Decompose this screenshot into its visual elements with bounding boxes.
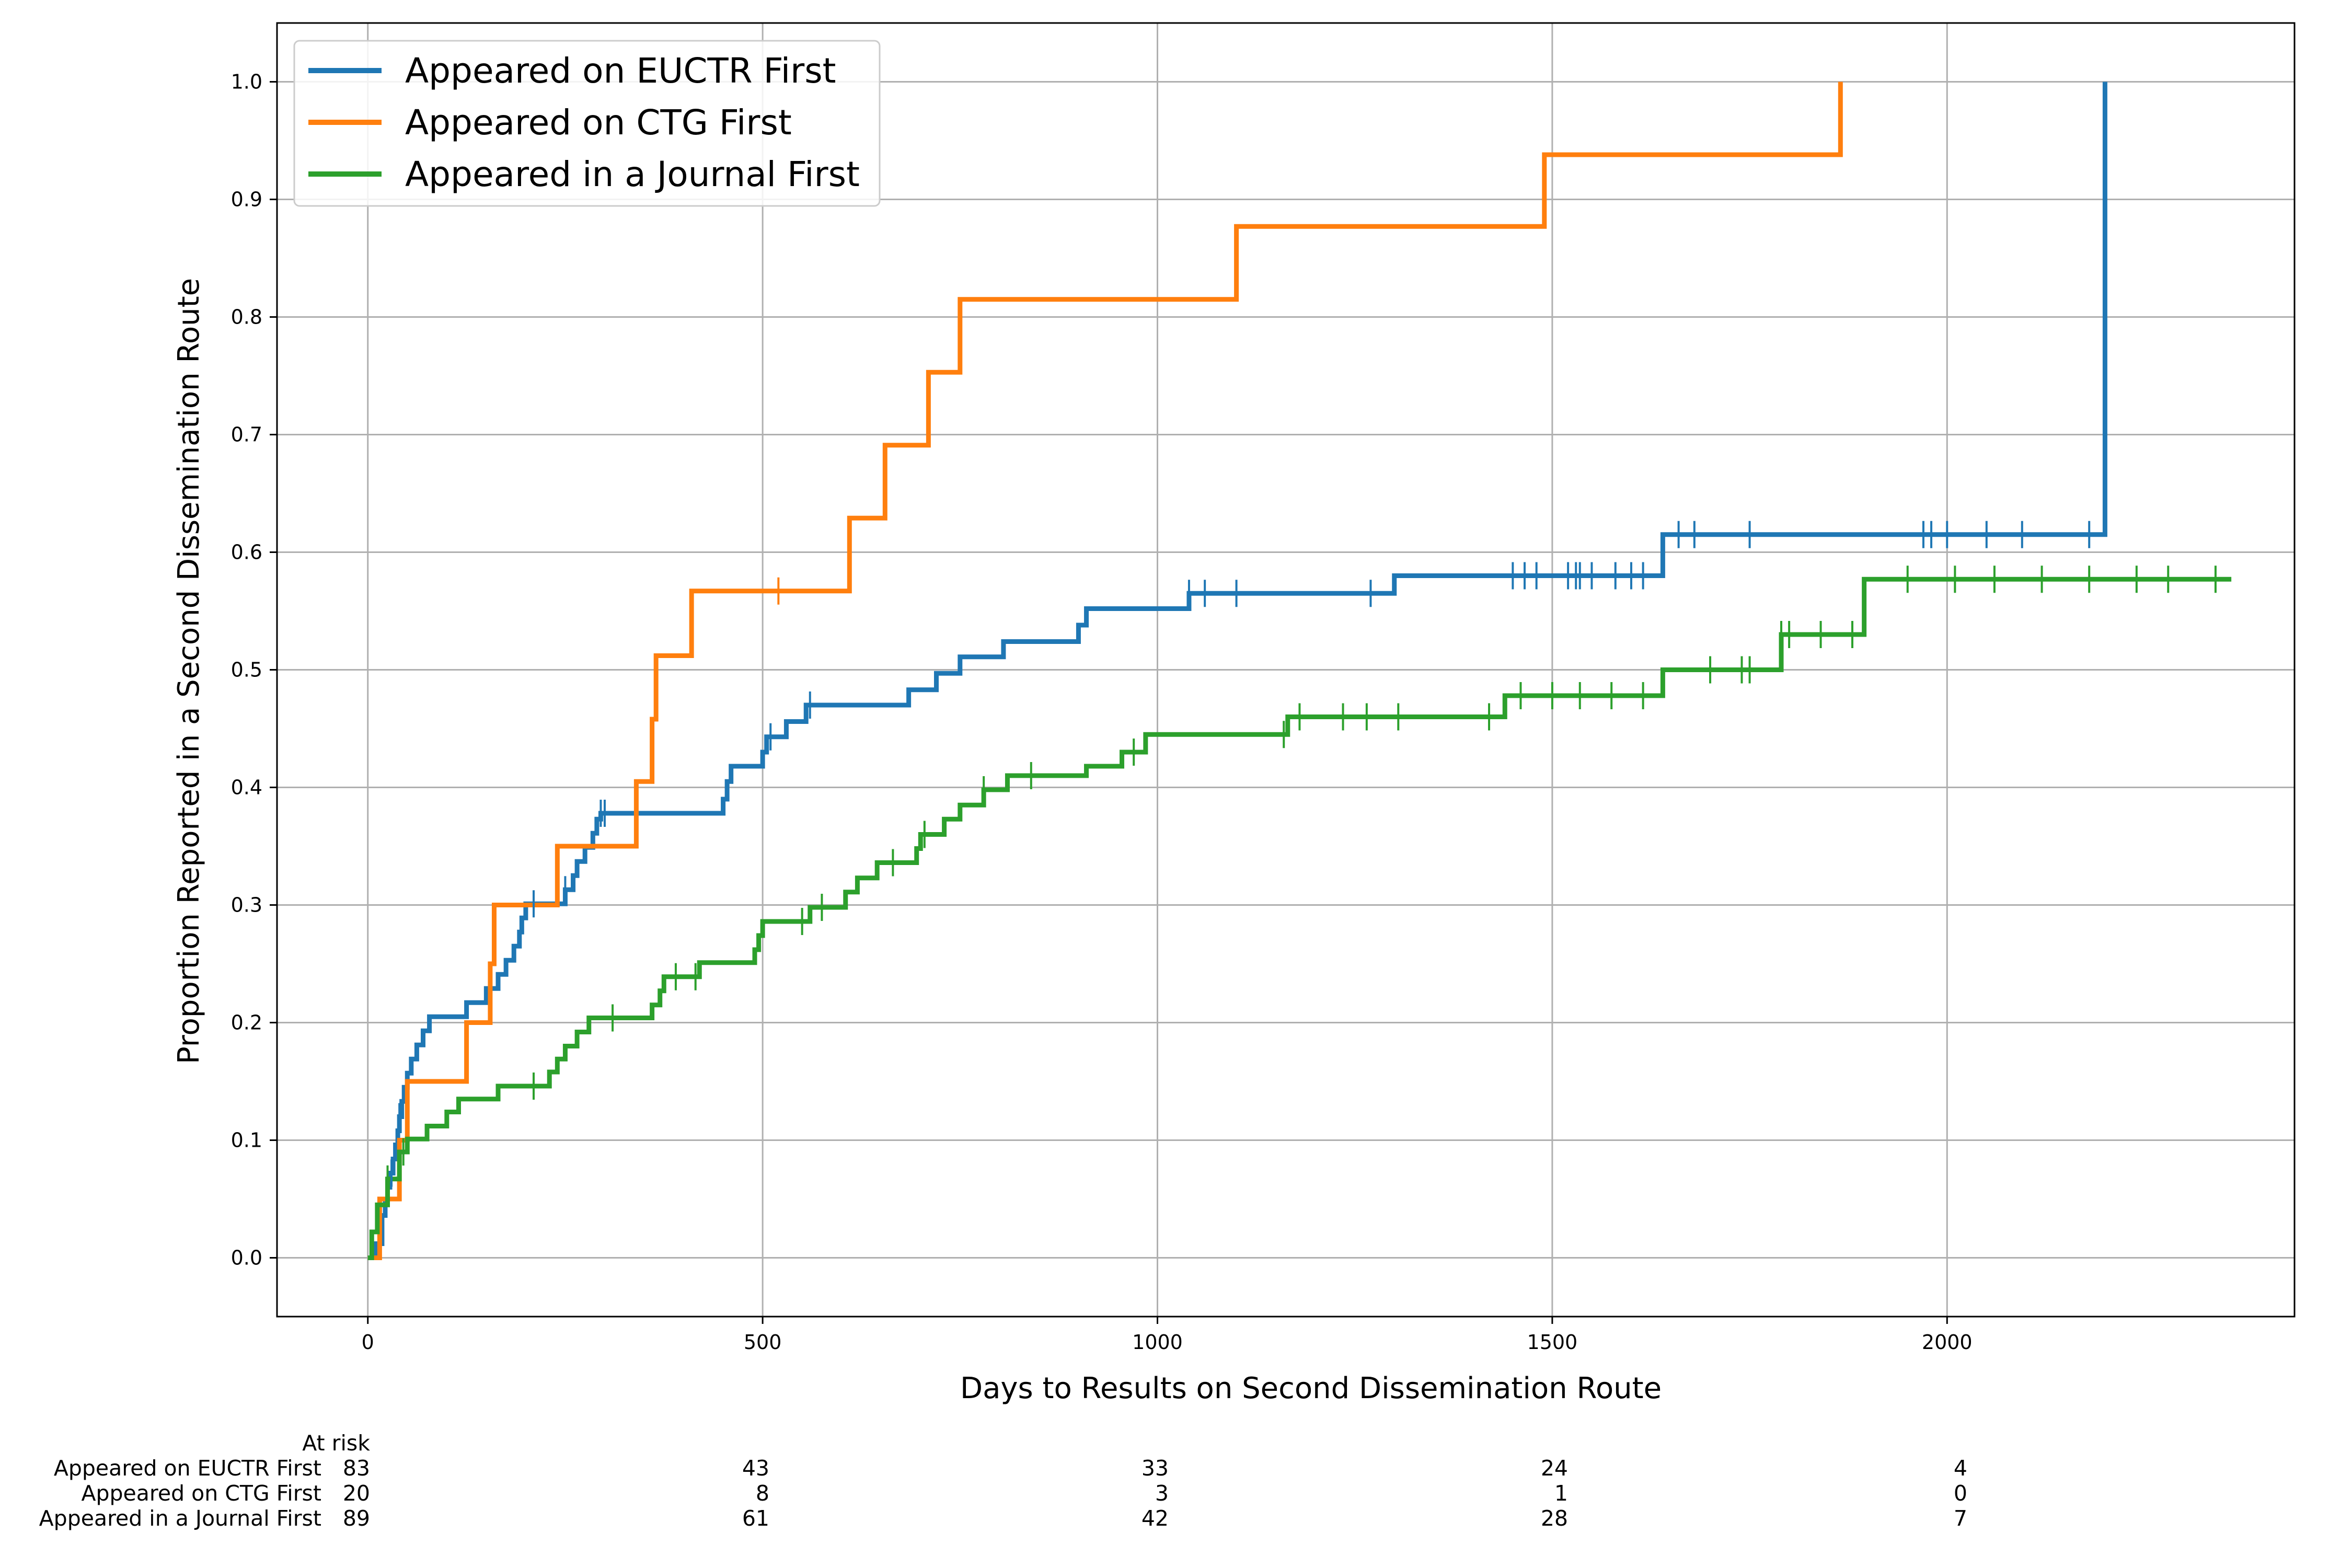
at-risk-header: At risk	[302, 1431, 370, 1456]
legend-label-journal: Appeared in a Journal First	[405, 154, 860, 194]
at-risk-value: 83	[343, 1456, 370, 1481]
legend-label-ctg: Appeared on CTG First	[405, 102, 792, 143]
y-tick-label: 0.0	[231, 1247, 262, 1270]
at-risk-value: 4	[1954, 1456, 1967, 1481]
at-risk-value: 1	[1554, 1481, 1568, 1506]
x-tick-label: 1500	[1527, 1331, 1578, 1354]
y-tick-label: 0.7	[231, 423, 262, 446]
legend-label-euctr: Appeared on EUCTR First	[405, 51, 836, 91]
at-risk-value: 89	[343, 1506, 370, 1531]
at-risk-row-label: Appeared on EUCTR First	[54, 1456, 321, 1481]
at-risk-value: 28	[1541, 1506, 1568, 1531]
at-risk-value: 0	[1954, 1481, 1967, 1506]
at-risk-value: 33	[1142, 1456, 1169, 1481]
at-risk-value: 43	[742, 1456, 769, 1481]
series-lines	[367, 82, 2232, 1260]
at-risk-value: 20	[343, 1481, 370, 1506]
y-tick-label: 0.5	[231, 659, 262, 682]
x-tick-label: 1000	[1132, 1331, 1183, 1354]
at-risk-table: At risk Appeared on EUCTR First 83 43 33…	[39, 1431, 1967, 1531]
at-risk-value: 8	[756, 1481, 769, 1506]
censor-marks	[386, 521, 2217, 1193]
series-line-1	[367, 82, 1843, 1260]
at-risk-row-label: Appeared on CTG First	[81, 1481, 321, 1506]
legend[interactable]: Appeared on EUCTR First Appeared on CTG …	[293, 40, 881, 207]
y-tick-label: 0.4	[231, 776, 262, 799]
x-tick-label: 0	[362, 1331, 374, 1354]
at-risk-value: 42	[1142, 1506, 1169, 1531]
y-tick-label: 0.3	[231, 894, 262, 917]
at-risk-value: 24	[1541, 1456, 1568, 1481]
y-tick-label: 0.1	[231, 1129, 262, 1152]
at-risk-value: 7	[1954, 1506, 1967, 1531]
axis-ticks: 0 500 1000 1500 2000 0.0 0.1 0.2 0.3 0.4 0.5 0.6 0.7…	[231, 71, 1973, 1354]
y-tick-label: 0.2	[231, 1011, 262, 1034]
x-axis-label: Days to Results on Second Dissemination …	[960, 1371, 1662, 1405]
y-tick-label: 0.9	[231, 188, 262, 211]
y-tick-label: 0.6	[231, 541, 262, 564]
series-line-2	[367, 577, 2232, 1260]
at-risk-value: 61	[742, 1506, 769, 1531]
x-tick-label: 2000	[1922, 1331, 1973, 1354]
x-tick-label: 500	[744, 1331, 782, 1354]
y-tick-label: 0.8	[231, 306, 262, 329]
y-axis-label: Proportion Reported in a Second Dissemin…	[172, 278, 206, 1064]
series-line-0	[367, 82, 2107, 1260]
at-risk-value: 3	[1155, 1481, 1169, 1506]
at-risk-row-label: Appeared in a Journal First	[39, 1506, 321, 1531]
legend-box	[293, 40, 881, 207]
y-tick-label: 1.0	[231, 71, 262, 94]
